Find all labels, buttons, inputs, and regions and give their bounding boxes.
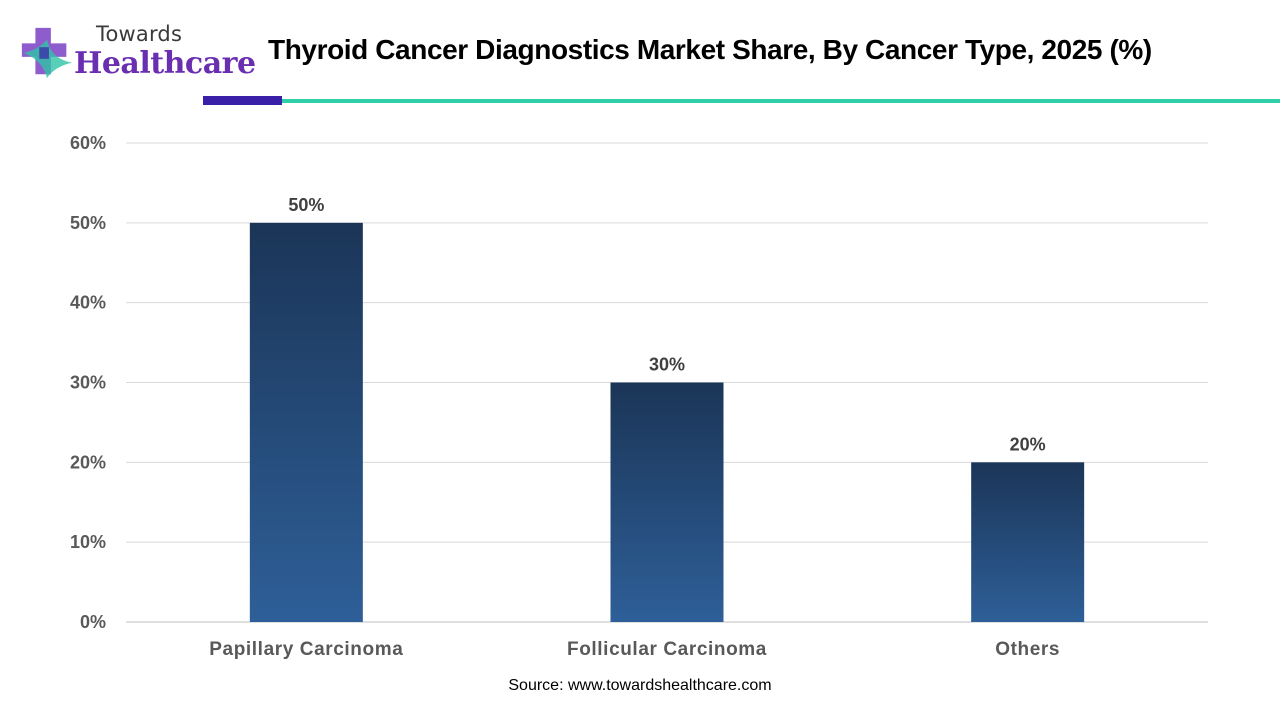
y-tick-label: 10% (70, 532, 106, 552)
bar (610, 382, 724, 622)
logo-main-text: Healthcare (74, 46, 256, 81)
medical-cross-icon (21, 27, 73, 79)
y-axis-ticks: 0% 10% 20% 30% 40% 50% 60% (70, 133, 106, 632)
brand-logo: Towards Healthcare (18, 20, 256, 84)
y-tick-label: 50% (70, 213, 106, 233)
title-accent-bar (203, 96, 282, 105)
data-label: 20% (1010, 434, 1046, 454)
y-tick-label: 40% (70, 293, 106, 313)
bar (249, 222, 363, 623)
chart-title: Thyroid Cancer Diagnostics Market Share,… (268, 34, 1152, 65)
x-tick-label: Others (995, 639, 1060, 660)
y-tick-label: 30% (70, 373, 106, 393)
x-tick-label: Papillary Carcinoma (209, 639, 403, 660)
bar (971, 462, 1085, 622)
x-tick-label: Follicular Carcinoma (567, 639, 767, 660)
data-labels: 50% 30% 20% (288, 195, 1045, 455)
data-label: 30% (649, 355, 685, 375)
y-tick-label: 60% (70, 133, 106, 153)
bars (249, 222, 1085, 623)
title-underline (282, 99, 1280, 103)
x-axis-ticks: Papillary Carcinoma Follicular Carcinoma O… (209, 639, 1060, 660)
logo-top-text: Towards (96, 22, 183, 46)
data-label: 50% (288, 195, 324, 215)
y-tick-label: 0% (80, 612, 106, 632)
y-tick-label: 20% (70, 452, 106, 472)
source-note: Source: www.towardshealthcare.com (508, 677, 772, 694)
